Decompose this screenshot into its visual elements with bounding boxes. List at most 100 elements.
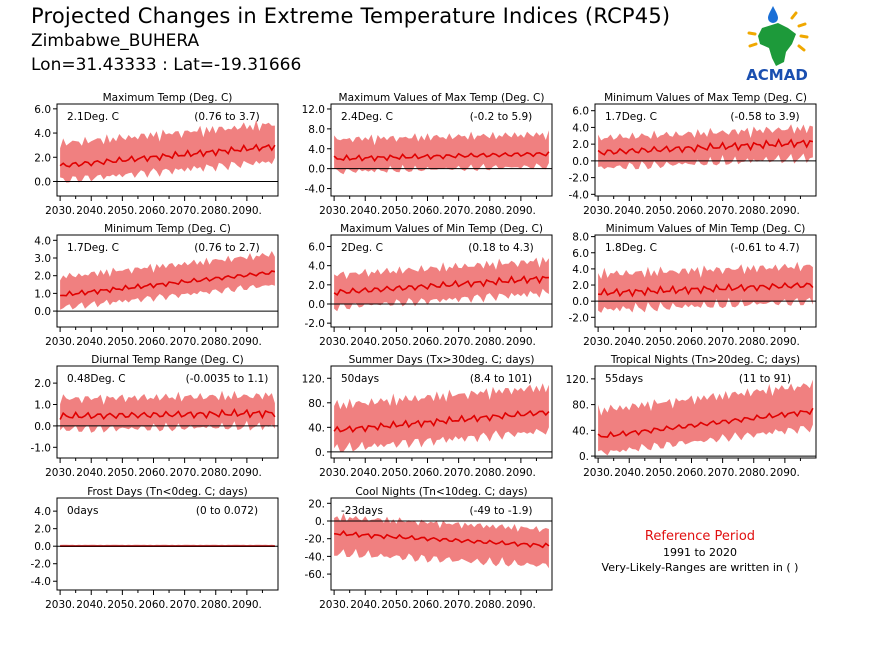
x-tick-label: 2040. <box>76 467 106 479</box>
median-line <box>597 407 814 438</box>
x-tick-label: 2070. <box>170 336 200 348</box>
x-tick-label: 2050. <box>381 599 411 611</box>
x-tick-label: 2030. <box>319 205 349 217</box>
water-drop-icon <box>768 6 778 23</box>
x-tick-label: 2090. <box>770 467 800 479</box>
y-tick-label: 2.0 <box>34 271 51 283</box>
coordinates-label: Lon=31.43333 : Lat=-19.31666 <box>31 55 302 75</box>
x-tick-label: 2030. <box>583 467 613 479</box>
x-tick-label: 2060. <box>138 467 168 479</box>
y-tick-label: -60. <box>305 569 326 581</box>
x-tick-label: 2040. <box>350 336 380 348</box>
panel-title: Maximum Values of Max Temp (Deg. C) <box>339 92 545 104</box>
x-tick-label: 2060. <box>412 467 442 479</box>
x-tick-label: 2050. <box>107 467 137 479</box>
x-tick-label: 2060. <box>676 467 706 479</box>
chart-panel: 0. 40. 80. 120. 2030. 2040. 2050. 2060. 2070. 208… <box>302 354 553 479</box>
y-tick-label: 2.0 <box>34 152 51 164</box>
x-tick-label: 2050. <box>107 205 137 217</box>
y-tick-label: 2.0 <box>34 524 51 536</box>
likely-range-band <box>334 130 549 175</box>
x-tick-label: 2040. <box>350 467 380 479</box>
x-tick-label: 2070. <box>444 205 474 217</box>
likely-range-band <box>598 379 813 456</box>
likely-range-band <box>334 383 549 452</box>
x-tick-label: 2060. <box>138 599 168 611</box>
y-tick-label: 40. <box>572 425 589 437</box>
median-line <box>597 138 814 156</box>
y-tick-label: 0.0 <box>34 306 51 318</box>
y-tick-label: 1.0 <box>34 400 51 412</box>
change-value-label: -23days <box>341 505 383 517</box>
x-tick-label: 2030. <box>45 205 75 217</box>
x-tick-label: 2090. <box>506 599 536 611</box>
x-tick-label: 2080. <box>475 205 505 217</box>
y-tick-label: 120. <box>302 373 325 385</box>
change-value-label: 0.48Deg. C <box>67 373 126 385</box>
x-tick-label: 2090. <box>232 599 262 611</box>
y-tick-label: 6.0 <box>308 242 325 254</box>
y-tick-label: -4.0 <box>305 184 326 196</box>
y-tick-label: 6.0 <box>572 248 589 260</box>
x-tick-label: 2060. <box>138 205 168 217</box>
likely-range-label: (0.76 to 2.7) <box>194 242 260 254</box>
median-line <box>60 270 276 297</box>
x-tick-label: 2070. <box>444 336 474 348</box>
median-line <box>333 151 550 163</box>
plot-frame <box>56 365 279 459</box>
x-tick-label: 2040. <box>350 599 380 611</box>
plot-area <box>59 390 276 433</box>
likely-range-label: (0 to 0.072) <box>196 505 258 517</box>
reference-notes: Reference Period 1991 to 2020 Very-Likel… <box>590 529 810 575</box>
x-tick-label: 2080. <box>739 336 769 348</box>
y-tick-label: 0. <box>315 447 325 459</box>
likely-range-label: (0.76 to 3.7) <box>194 111 260 123</box>
median-line <box>59 408 276 421</box>
x-tick-label: 2030. <box>583 336 613 348</box>
acmad-africa-logo: ACMAD <box>746 6 809 84</box>
figure-title: Projected Changes in Extreme Temperature… <box>31 4 671 28</box>
panel-title: Tropical Nights (Tn>20deg. C; days) <box>610 354 800 366</box>
x-tick-label: 2050. <box>381 336 411 348</box>
x-tick-label: 2060. <box>676 336 706 348</box>
likely-range-band <box>60 119 275 183</box>
x-tick-label: 2050. <box>381 205 411 217</box>
x-tick-label: 2030. <box>319 599 349 611</box>
plot-area <box>597 379 814 456</box>
y-tick-label: -2.0 <box>305 318 326 330</box>
plot-area <box>333 130 550 175</box>
x-tick-label: 2040. <box>76 205 106 217</box>
chart-panel: -60. -40. -20. 0. 20. 2030. 2040. 2050. 2060. 207… <box>305 486 553 611</box>
likely-range-label: (-0.0035 to 1.1) <box>186 373 269 385</box>
y-tick-label: 4.0 <box>308 144 325 156</box>
x-tick-label: 2080. <box>739 467 769 479</box>
reference-period-years: 1991 to 2020 <box>662 546 738 559</box>
y-tick-label: 2.0 <box>572 139 589 151</box>
median-line <box>333 409 550 434</box>
sun-rays-icon <box>747 11 809 52</box>
y-tick-label: 0.0 <box>34 176 51 188</box>
change-value-label: 0days <box>67 505 98 517</box>
panel-title: Frost Days (Tn<0deg. C; days) <box>87 486 247 498</box>
plot-area <box>333 256 549 312</box>
x-tick-label: 2050. <box>645 336 675 348</box>
y-tick-label: 0.0 <box>572 296 589 308</box>
y-tick-label: 4.0 <box>34 128 51 140</box>
x-tick-label: 2080. <box>475 599 505 611</box>
y-tick-label: -4.0 <box>569 189 590 201</box>
x-tick-label: 2070. <box>170 467 200 479</box>
ranges-note: Very-Likely-Ranges are written in ( ) <box>601 561 799 574</box>
x-tick-label: 2030. <box>45 599 75 611</box>
y-tick-label: 0. <box>579 451 589 463</box>
x-tick-label: 2040. <box>614 467 644 479</box>
change-value-label: 2Deg. C <box>341 242 383 254</box>
x-tick-label: 2090. <box>506 467 536 479</box>
likely-range-label: (-49 to -1.9) <box>469 505 532 517</box>
x-tick-label: 2080. <box>739 205 769 217</box>
plot-area <box>597 124 814 170</box>
y-tick-label: 3.0 <box>34 253 51 265</box>
y-tick-label: 4.0 <box>572 264 589 276</box>
x-tick-label: 2090. <box>506 205 536 217</box>
panel-title: Maximum Values of Min Temp (Deg. C) <box>340 223 543 235</box>
